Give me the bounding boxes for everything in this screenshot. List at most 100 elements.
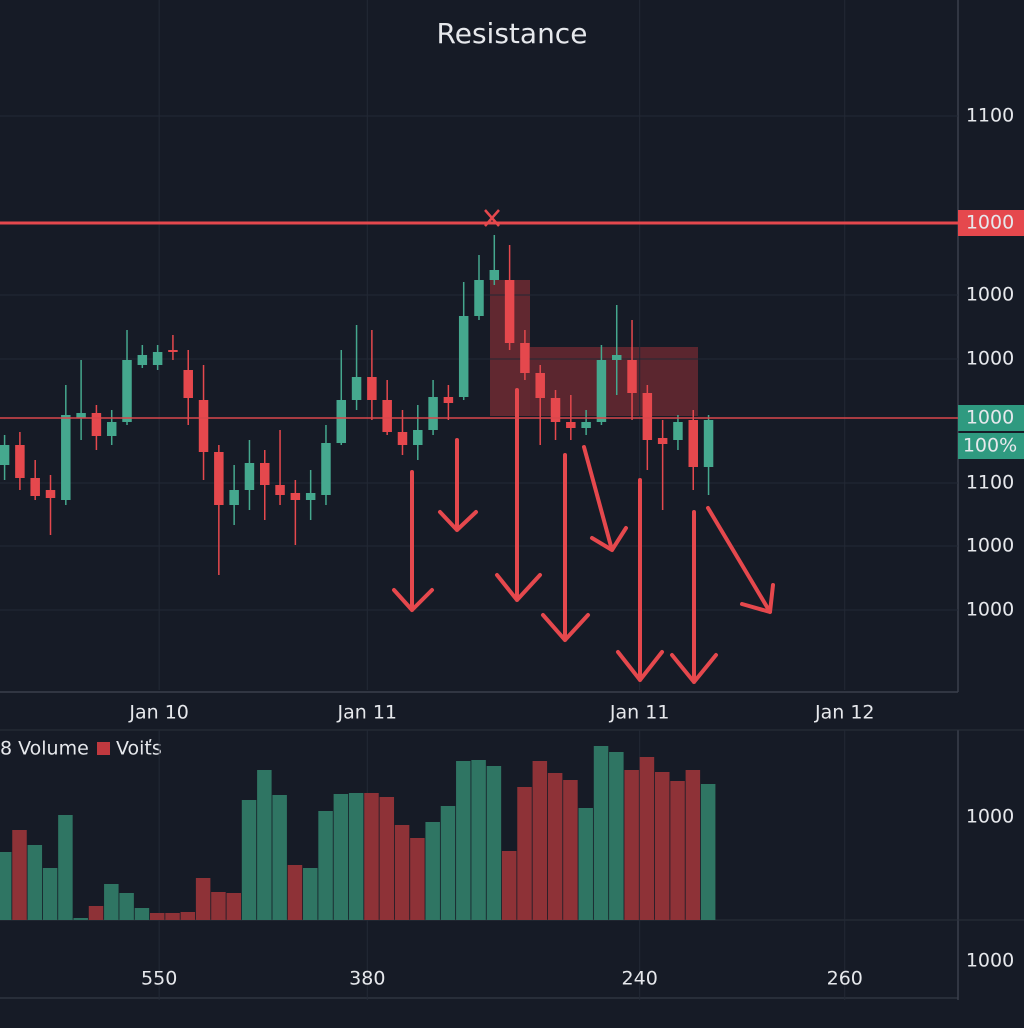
volume-bar	[272, 795, 287, 920]
candle-body	[428, 397, 438, 430]
candle-body	[566, 422, 576, 428]
volume-bar	[471, 760, 486, 920]
volume-bar	[593, 746, 609, 920]
candle-body	[0, 445, 10, 465]
candle-body	[596, 360, 607, 422]
volume-bar	[333, 794, 349, 920]
volume-bar	[241, 800, 257, 920]
candle-body	[642, 393, 653, 440]
y-tick-label: 1100	[966, 472, 1014, 494]
arrow	[392, 470, 434, 612]
candle-body	[458, 316, 469, 397]
volume-bar	[486, 766, 502, 920]
y-tick-label: 1000	[966, 535, 1014, 557]
volume-bar	[180, 912, 196, 920]
volume-bar	[287, 865, 303, 920]
x-tick-label: Jan 10	[128, 702, 189, 724]
candle-body	[673, 422, 683, 440]
volume-x-tick-label: 240	[622, 968, 658, 990]
volume-bar	[501, 851, 517, 920]
x-tick-label: Jan 11	[609, 702, 670, 724]
volume-bar	[654, 772, 670, 920]
volume-bar	[226, 893, 241, 920]
price-tag	[958, 210, 1024, 236]
volume-bar	[104, 884, 119, 920]
candle-body	[520, 343, 530, 373]
candle-body	[535, 373, 545, 398]
legend-label: Voiťs	[116, 738, 162, 760]
candle-body	[382, 400, 392, 432]
candle-body	[76, 413, 86, 418]
volume-bar	[88, 906, 104, 920]
volume-y-tick-label: 1000	[966, 806, 1014, 828]
volume-bar	[12, 830, 27, 920]
candle-body	[474, 280, 484, 316]
volume-bar	[73, 918, 88, 920]
candle-body	[688, 420, 698, 467]
volume-bar	[165, 913, 180, 920]
volume-bar	[348, 793, 364, 920]
candle-body	[229, 490, 239, 505]
volume-bar	[27, 845, 43, 920]
volume-bar	[195, 878, 211, 920]
volume-bar	[410, 838, 425, 920]
candle-body	[397, 432, 408, 445]
candle-body	[321, 443, 331, 495]
volume-bar	[257, 770, 272, 920]
candle-body	[45, 490, 56, 498]
candle-body	[61, 415, 71, 500]
x-tick-label: Jan 12	[814, 702, 875, 724]
candle-body	[611, 355, 622, 360]
candle-body	[657, 438, 668, 444]
candle-body	[290, 493, 301, 500]
candle-body	[198, 400, 209, 452]
volume-bar	[685, 770, 701, 920]
legend-swatch	[97, 742, 110, 755]
arrow	[706, 506, 775, 614]
candle-body	[351, 377, 362, 400]
volume-bar	[58, 815, 73, 920]
candle-body	[91, 413, 102, 436]
candle-body	[106, 422, 117, 436]
volume-bar	[624, 770, 639, 920]
volume-bar	[149, 913, 165, 920]
candle-body	[305, 493, 316, 500]
volume-bar	[440, 806, 456, 920]
volume-bar	[547, 773, 563, 920]
arrow	[495, 388, 542, 602]
candle-body	[137, 355, 148, 365]
candle-body	[581, 422, 591, 428]
arrow	[438, 438, 478, 532]
candle-body	[152, 352, 163, 365]
price-tag-label: 1000	[966, 407, 1014, 429]
arrow	[616, 478, 664, 682]
candle-body	[244, 463, 255, 490]
price-tag-label: 100%	[963, 435, 1017, 457]
candle-body	[122, 360, 132, 422]
candle-body	[504, 280, 515, 343]
x-tick-label: Jan 11	[337, 702, 398, 724]
candle-body	[443, 397, 454, 403]
price-tag-label: 1000	[966, 212, 1014, 234]
volume-x-tick-label: 550	[141, 968, 177, 990]
volume-bar	[394, 825, 410, 920]
y-tick-label: 1000	[966, 348, 1014, 370]
volume-bar	[364, 793, 379, 920]
volume-y-tick-label: 1000	[966, 950, 1014, 972]
y-tick-label: 1000	[966, 284, 1014, 306]
y-tick-label: 1100	[966, 105, 1014, 127]
volume-bar	[639, 757, 655, 920]
candle-body	[214, 452, 224, 505]
candle-body	[168, 350, 178, 352]
volume-x-tick-label: 260	[827, 968, 863, 990]
arrows	[392, 388, 775, 684]
candle-body	[260, 463, 270, 485]
volume-bar	[532, 761, 548, 920]
volume-x-tick-label: 380	[349, 968, 385, 990]
legend-label: 8 Volume	[0, 738, 89, 760]
candle-body	[336, 400, 347, 443]
candle-body	[183, 370, 193, 398]
chart-title: Resistance	[437, 17, 588, 50]
